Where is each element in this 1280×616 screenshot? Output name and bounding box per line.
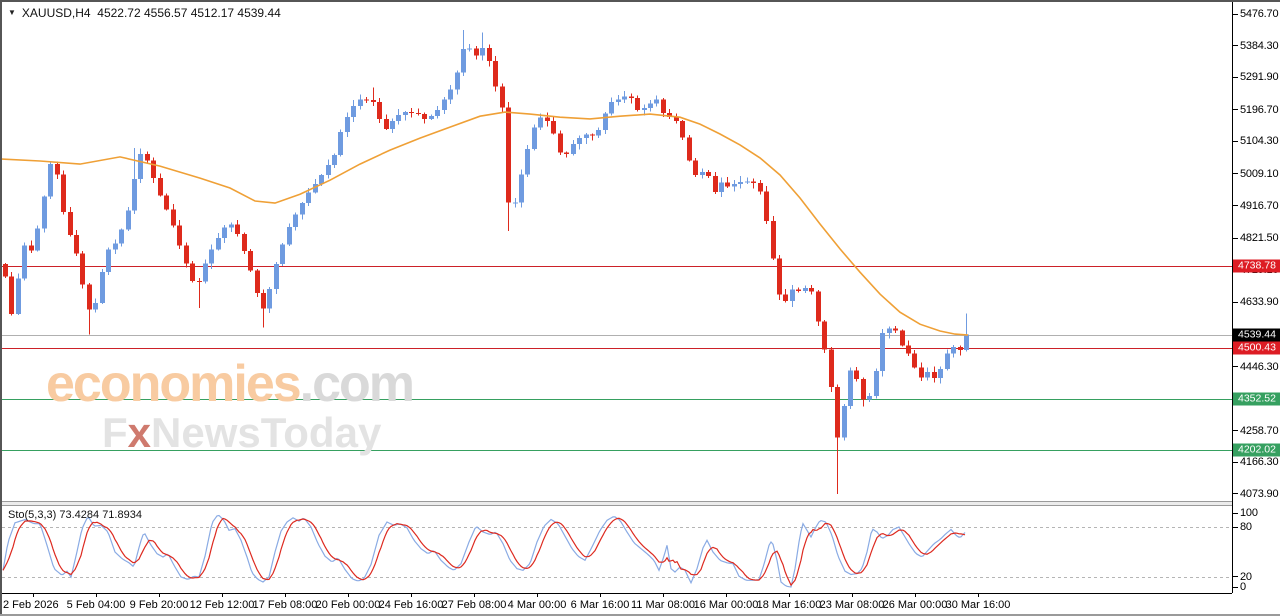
current-price-label: 4539.44 [1233, 328, 1280, 342]
price-tick-label: 4916.70 [1240, 199, 1279, 212]
stoch-level-label: 0 [1240, 581, 1246, 593]
support-price-label: 4352.52 [1233, 392, 1280, 406]
price-tick-mark [1233, 237, 1238, 239]
stoch-d-line [2, 517, 966, 587]
window-border-left [0, 0, 2, 616]
watermark-tagline-x: x [127, 409, 152, 456]
chart-title-symbol: XAUUSD,H4 [21, 6, 91, 20]
stoch-level-label: 80 [1240, 521, 1252, 533]
date-label: 20 Feb 00:00 [315, 599, 381, 611]
price-tick-label: 5196.70 [1240, 103, 1279, 116]
price-tick-mark [1233, 301, 1238, 303]
stoch-tick-mark [1233, 576, 1238, 578]
date-label: 27 Feb 08:00 [441, 599, 507, 611]
price-tick-label: 5291.90 [1240, 71, 1279, 84]
price-tick-mark [1233, 173, 1238, 175]
stoch-tick-mark [1233, 526, 1238, 528]
horizontal-lines [2, 266, 1232, 578]
resistance-price-label: 4738.78 [1233, 259, 1280, 273]
stoch-level-label: 20 [1240, 570, 1252, 583]
stoch-tick-mark [1233, 586, 1238, 588]
watermark: economies.com FxNewsToday [46, 355, 415, 454]
axes [2, 2, 1233, 597]
window-border-top [0, 0, 1280, 2]
watermark-tagline: FxNewsToday [102, 412, 413, 454]
support-price-label: 4202.02 [1233, 443, 1280, 457]
price-tick-mark [1233, 45, 1238, 47]
price-axis[interactable]: 5476.70 5384.30 5291.90 5196.70 5104.30 5009.… [1233, 0, 1280, 616]
price-tick-mark [1233, 366, 1238, 367]
chart-title: ▼ XAUUSD,H4 4522.72 4556.57 4512.17 4539.… [8, 6, 281, 20]
date-label: 6 Mar 16:00 [570, 599, 630, 611]
price-tick-mark [1233, 109, 1238, 111]
indicator-name: Sto(5,3,3) [8, 509, 57, 521]
price-tick-label: 4073.90 [1240, 487, 1279, 500]
price-tick-label: 4446.30 [1240, 360, 1279, 373]
indicator-label: Sto(5,3,3) 73.4284 71.8934 [8, 509, 142, 521]
price-tick-mark [1233, 76, 1238, 78]
price-tick-label: 4258.70 [1240, 424, 1279, 437]
date-label: 9 Feb 20:00 [129, 599, 189, 611]
window-border-bottom [0, 614, 1280, 616]
price-tick-label: 4821.50 [1240, 232, 1279, 245]
watermark-brand-suffix: .com [299, 355, 415, 413]
watermark-brand-line: economies.com [46, 355, 415, 413]
watermark-tagline-rest: NewsToday [151, 409, 382, 456]
date-label: 5 Feb 04:00 [66, 599, 126, 611]
stoch-tick-mark [1233, 512, 1238, 514]
date-label: 12 Feb 12:00 [189, 599, 255, 611]
resistance-price-label: 4500.43 [1233, 341, 1280, 355]
chart-title-quote: 4522.72 4556.57 4512.17 4539.44 [97, 6, 281, 20]
indicator-values: 73.4284 71.8934 [59, 509, 142, 521]
ma-line [2, 111, 969, 336]
date-label: 11 Mar 08:00 [630, 599, 696, 611]
date-label: 26 Mar 00:00 [882, 599, 948, 611]
price-tick-label: 4633.90 [1240, 296, 1279, 309]
date-label: 23 Mar 08:00 [819, 599, 885, 611]
price-tick-mark [1233, 461, 1238, 463]
stoch-k-line [2, 514, 966, 588]
candles-layer [3, 29, 969, 494]
date-label: 24 Feb 16:00 [378, 599, 444, 611]
price-tick-mark [1233, 430, 1238, 432]
date-label: 4 Mar 00:00 [507, 599, 567, 611]
stoch-level-label: 100 [1240, 507, 1258, 519]
date-label: 16 Mar 00:00 [693, 599, 759, 611]
price-tick-label: 5476.70 [1240, 8, 1279, 20]
symbol-dropdown-icon[interactable]: ▼ [8, 8, 16, 17]
pane-splitter[interactable] [2, 501, 1232, 506]
date-label: 17 Feb 08:00 [252, 599, 318, 611]
price-tick-mark [1233, 140, 1238, 142]
price-tick-label: 5009.10 [1240, 167, 1279, 180]
watermark-brand: economies [46, 355, 302, 413]
price-tick-mark [1233, 13, 1238, 15]
watermark-tagline-f: F [102, 409, 128, 456]
date-label: 2 Feb 2026 [3, 599, 59, 611]
price-tick-mark [1233, 205, 1238, 207]
price-tick-label: 5104.30 [1240, 135, 1279, 148]
price-tick-label: 4166.30 [1240, 456, 1279, 469]
date-label: 18 Mar 16:00 [756, 599, 822, 611]
date-label: 30 Mar 16:00 [945, 599, 1011, 611]
price-tick-mark [1233, 493, 1238, 495]
price-tick-label: 5384.30 [1240, 39, 1279, 52]
stochastic-lines [2, 514, 966, 588]
